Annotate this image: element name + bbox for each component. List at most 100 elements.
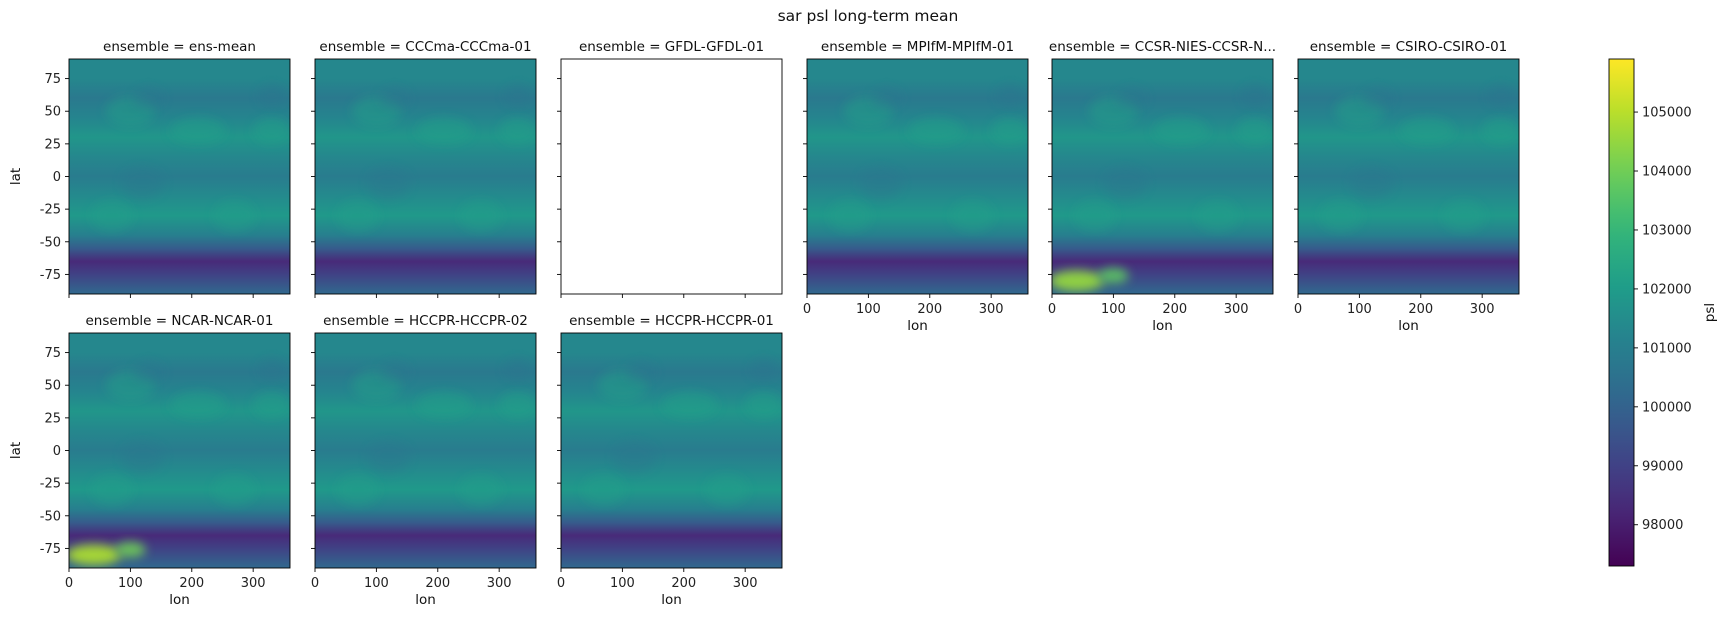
y-tick-label: -50: [40, 509, 61, 524]
x-tick-label: 100: [364, 576, 389, 591]
indian-ocean-high: [336, 474, 380, 506]
colorbar-tick-label: 105000: [1642, 106, 1692, 121]
south-pacific-high: [459, 474, 503, 506]
atlantic-high: [499, 117, 536, 144]
indian-ocean-high: [582, 474, 626, 506]
y-tick-label: -75: [40, 542, 61, 557]
pacific-high: [416, 117, 472, 144]
colorbar-tick-label: 100000: [1642, 400, 1692, 415]
facet-panel: ensemble = CSIRO-CSIRO-01 0 100 200 300 lon: [1294, 39, 1520, 334]
heatmap-field: [69, 333, 290, 568]
zonal-mean-band: [1052, 59, 1273, 294]
pacific-high: [908, 117, 964, 144]
x-axis-label: lon: [1152, 318, 1173, 334]
x-axis-label: lon: [907, 318, 928, 334]
x-axis-label: lon: [169, 592, 190, 608]
pacific-high: [1399, 117, 1455, 144]
atlantic-high: [745, 391, 782, 418]
zonal-mean-band: [1298, 59, 1519, 294]
icelandic-low: [258, 359, 286, 380]
y-axis-label: lat: [8, 442, 24, 459]
zonal-mean-band: [315, 333, 536, 568]
south-pacific-high: [1442, 200, 1486, 232]
y-tick-label: 75: [44, 72, 61, 87]
warm-pool-low: [613, 441, 657, 473]
icelandic-low: [1241, 85, 1269, 106]
atlantic-high: [499, 391, 536, 418]
y-tick-label: 50: [44, 379, 61, 394]
x-axis-label: lon: [661, 592, 682, 608]
y-tick-label: 75: [44, 346, 61, 361]
panel-title: ensemble = NCAR-NCAR-01: [86, 313, 274, 329]
x-tick-label: 100: [1101, 302, 1126, 317]
panel-title: ensemble = CSIRO-CSIRO-01: [1310, 39, 1508, 55]
facet-panel: ensemble = ens-mean 75 50 25 0 -25 -50 -75 lat: [8, 39, 291, 298]
y-tick-label: 25: [44, 411, 61, 426]
zonal-mean-band: [807, 59, 1028, 294]
warm-pool-low: [1350, 167, 1394, 199]
warm-pool-low: [859, 167, 903, 199]
indian-ocean-high: [336, 200, 380, 232]
warm-pool-low: [367, 441, 411, 473]
y-tick-label: 0: [53, 444, 61, 459]
atlantic-high: [253, 391, 290, 418]
atlantic-high: [253, 117, 290, 144]
facet-panel: ensemble = HCCPR-HCCPR-02 0 100 200 300 lon: [311, 313, 537, 608]
warm-pool-low: [121, 167, 165, 199]
colorbar-tick-label: 103000: [1642, 223, 1692, 238]
colorbar-tick-label: 99000: [1642, 459, 1683, 474]
y-tick-label: 50: [44, 105, 61, 120]
antarctic-high: [1052, 270, 1105, 292]
y-tick-label: -75: [40, 268, 61, 283]
x-axis-label: lon: [415, 592, 436, 608]
aleutian-low: [133, 87, 165, 109]
x-tick-label: 100: [118, 576, 143, 591]
aleutian-low: [379, 87, 411, 109]
x-tick-label: 200: [425, 576, 450, 591]
indian-ocean-high: [1319, 200, 1363, 232]
heatmap-field: [1052, 59, 1273, 294]
colorbar-frame: [1608, 58, 1635, 567]
panel-grid: ensemble = ens-mean7550250-25-50-75laten…: [8, 39, 1520, 608]
facet-panel: ensemble = NCAR-NCAR-01 0 100 200 300 lon 75 50…: [8, 313, 291, 608]
x-tick-label: 0: [1048, 302, 1056, 317]
warm-pool-low: [121, 441, 165, 473]
south-pacific-high: [213, 200, 257, 232]
y-axis-label: lat: [8, 168, 24, 185]
x-tick-label: 0: [803, 302, 811, 317]
indian-ocean-high: [90, 200, 134, 232]
heatmap-field: [1298, 59, 1519, 294]
figure-title: sar psl long-term mean: [778, 7, 959, 25]
panel-title: ensemble = CCCma-CCCma-01: [319, 39, 531, 55]
colorbar-tick-label: 101000: [1642, 341, 1692, 356]
south-pacific-high: [1196, 200, 1240, 232]
y-tick-label: 25: [44, 137, 61, 152]
x-tick-label: 200: [1162, 302, 1187, 317]
y-tick-label: 0: [53, 170, 61, 185]
panel-title: ensemble = MPIfM-MPIfM-01: [821, 39, 1014, 55]
x-tick-label: 300: [487, 576, 512, 591]
x-tick-label: 200: [1408, 302, 1433, 317]
facet-panel: ensemble = HCCPR-HCCPR-01 0 100 200 300 lon: [557, 313, 783, 608]
pacific-high: [170, 391, 226, 418]
x-tick-label: 0: [311, 576, 319, 591]
facet-panel: ensemble = GFDL-GFDL-01: [557, 39, 783, 298]
aleutian-low: [1116, 87, 1148, 109]
panel-title: ensemble = ens-mean: [103, 39, 256, 55]
icelandic-low: [996, 85, 1024, 106]
heatmap-field: [69, 59, 290, 294]
colorbar-tick-label: 104000: [1642, 165, 1692, 180]
heatmap-field: [561, 333, 782, 568]
warm-pool-low: [1104, 167, 1148, 199]
x-tick-label: 300: [1224, 302, 1249, 317]
atlantic-high: [991, 117, 1028, 144]
heatmap-field: [807, 59, 1028, 294]
indian-ocean-high: [828, 200, 872, 232]
panel-title: ensemble = HCCPR-HCCPR-01: [569, 313, 774, 329]
facet-panel: ensemble = CCSR-NIES-CCSR-N... 0 100 200 300…: [1048, 39, 1276, 334]
x-tick-label: 200: [671, 576, 696, 591]
colorbar-label: psl: [1702, 303, 1718, 322]
panel-title: ensemble = CCSR-NIES-CCSR-N...: [1049, 39, 1276, 55]
facet-panel: ensemble = CCCma-CCCma-01: [311, 39, 537, 298]
